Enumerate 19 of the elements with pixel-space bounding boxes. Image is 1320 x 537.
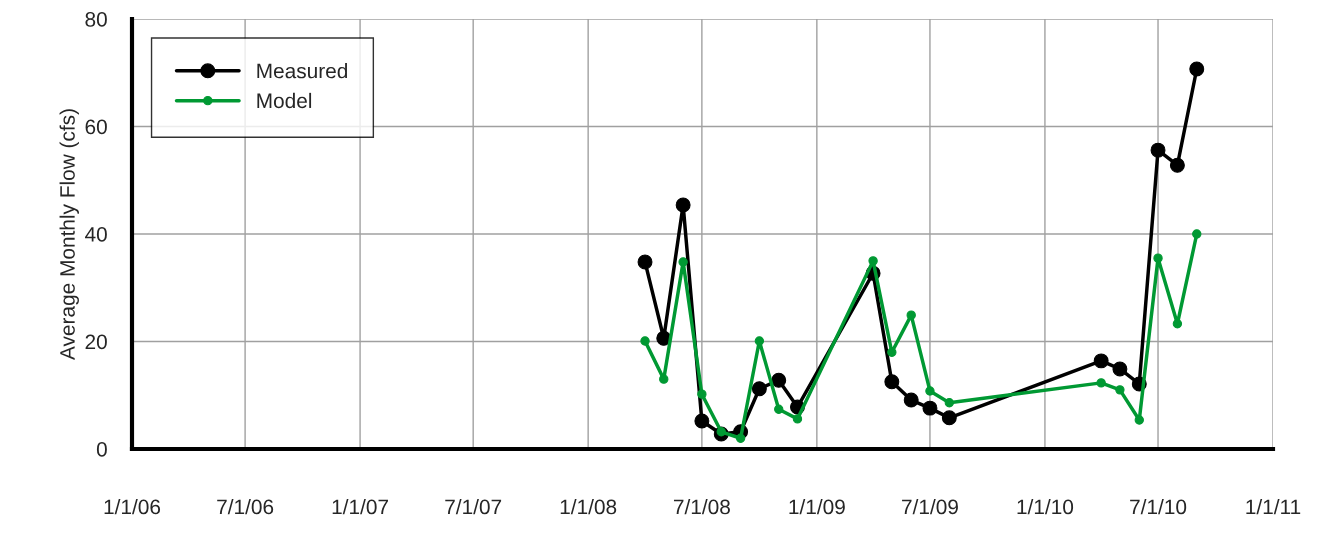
- y-axis-title: Average Monthly Flow (cfs): [59, 109, 79, 360]
- legend-label: Measured: [257, 63, 348, 79]
- x-tick-label: 1/1/10: [1017, 499, 1074, 515]
- x-tick-label: 1/1/11: [1246, 499, 1301, 515]
- x-tick-label: 7/1/08: [673, 499, 730, 515]
- x-tick-label: 1/1/09: [789, 499, 845, 515]
- x-tick-label: 1/1/06: [104, 499, 161, 515]
- legend-label: Model: [257, 92, 312, 109]
- x-tick-label: 1/1/08: [560, 499, 617, 515]
- x-tick-label: 7/1/10: [1130, 499, 1187, 515]
- y-tick-label: 0: [96, 442, 107, 457]
- x-tick-label: 1/1/07: [332, 499, 388, 515]
- y-tick-label: 80: [85, 12, 107, 27]
- x-tick-label: 7/1/06: [217, 499, 274, 515]
- x-tick-label: 7/1/07: [445, 499, 502, 515]
- y-tick-label: 40: [85, 227, 107, 242]
- y-tick-label: 20: [85, 334, 107, 350]
- x-tick-label: 7/1/09: [902, 499, 958, 515]
- y-tick-label: 60: [85, 119, 107, 135]
